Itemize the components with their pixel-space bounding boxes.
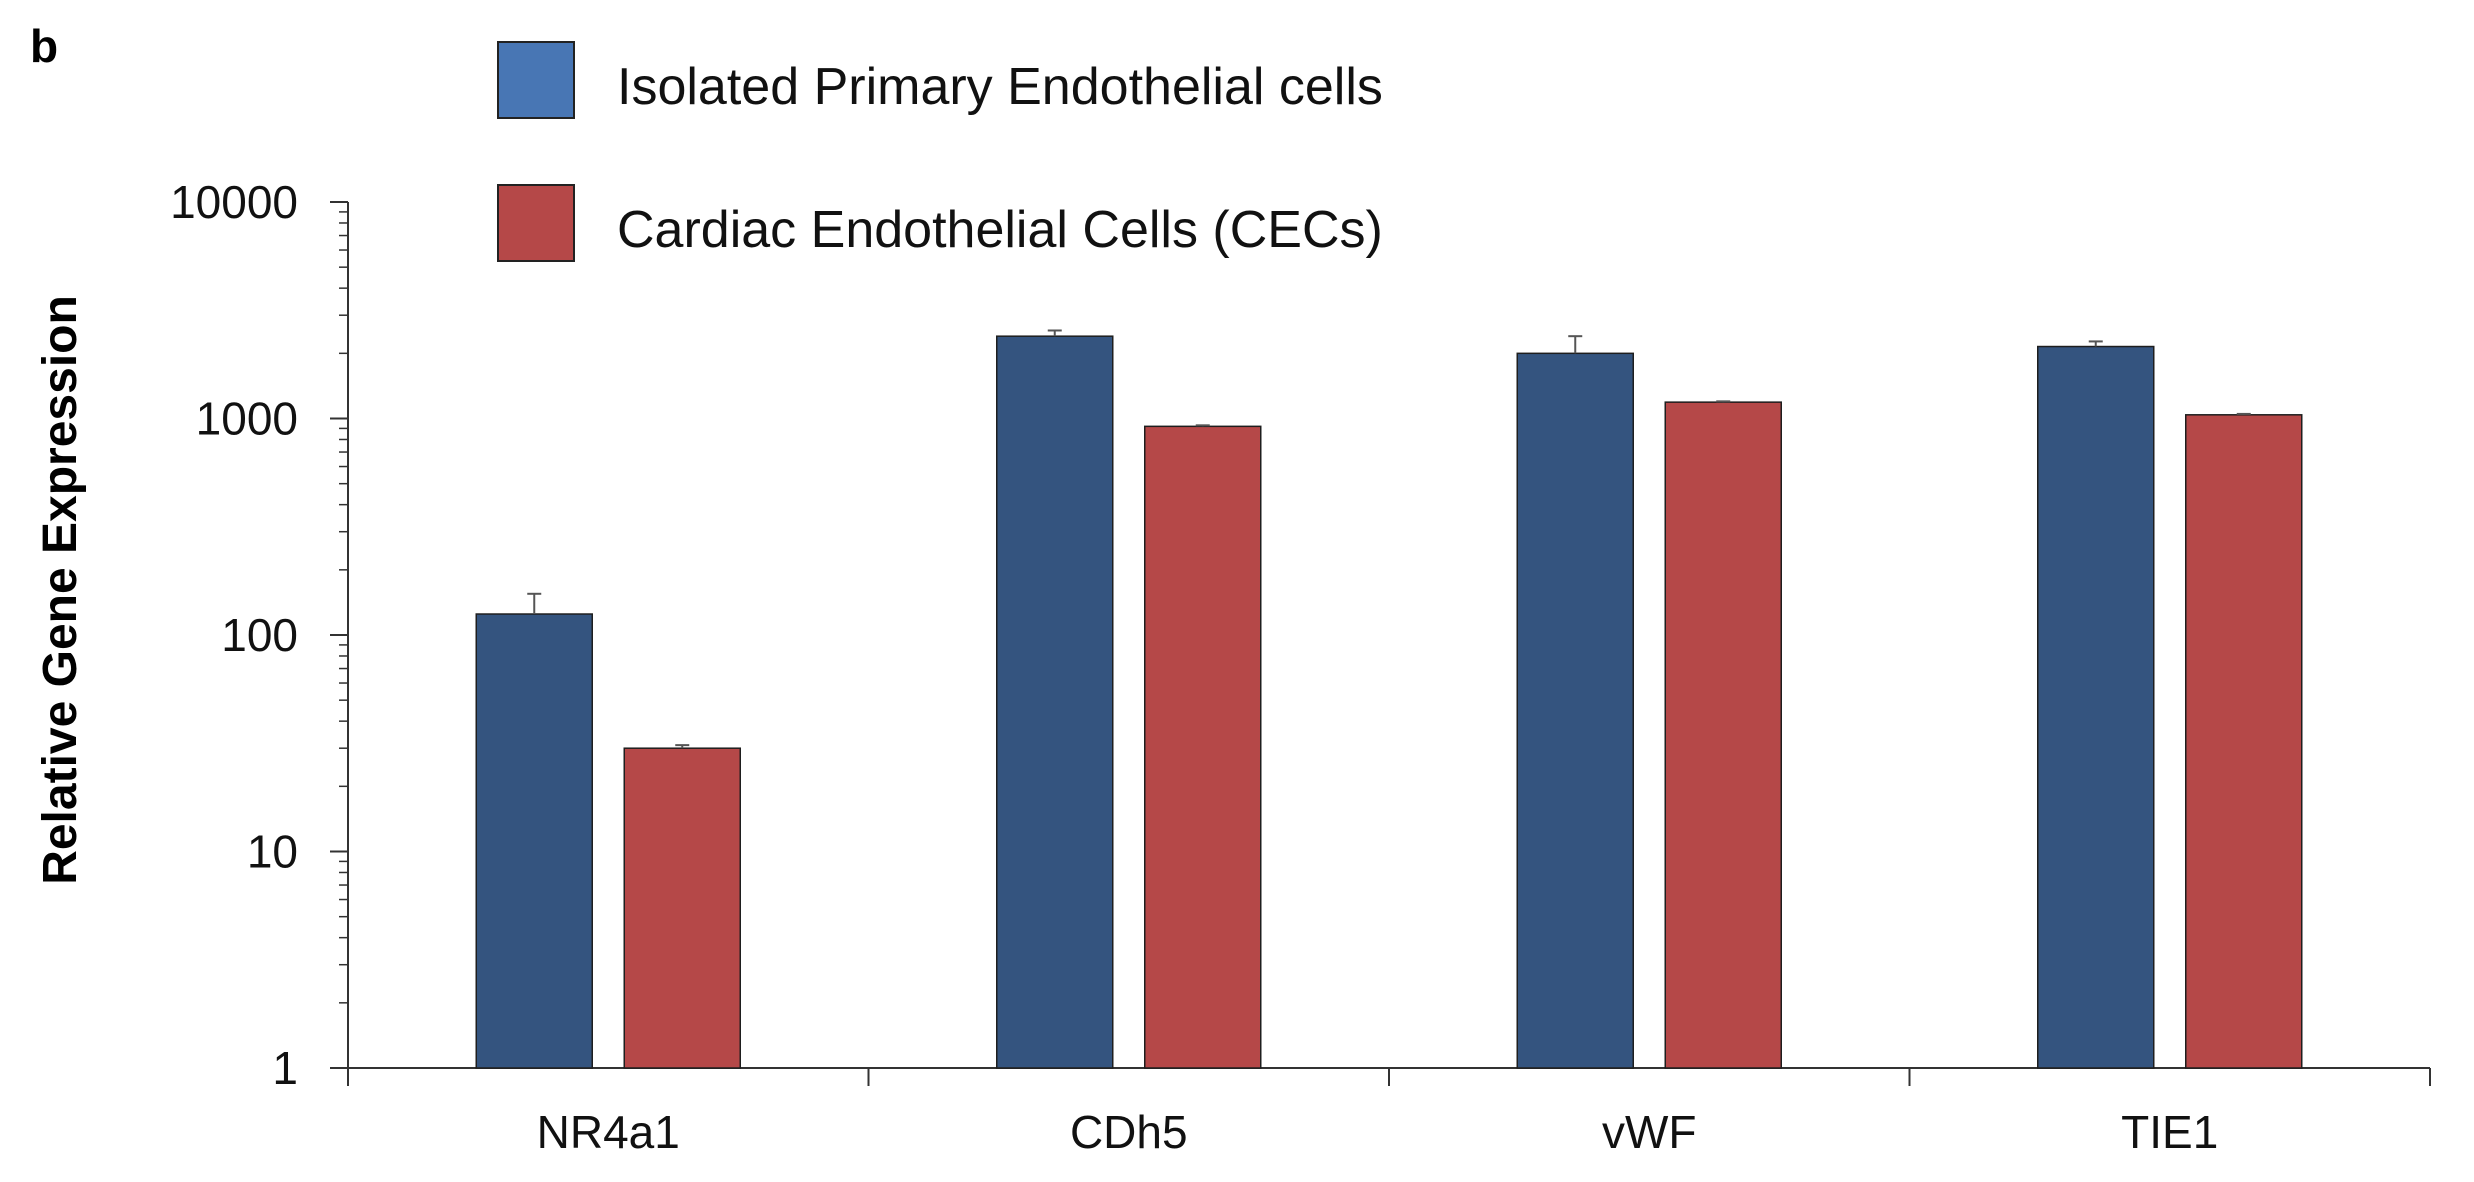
legend-label-primary: Isolated Primary Endothelial cells [617, 58, 1383, 116]
bar-cdh5-series2 [1144, 425, 1262, 1069]
legend-label-cecs: Cardiac Endothelial Cells (CECs) [617, 201, 1383, 259]
x-tick-label-cdh5: CDh5 [1070, 1106, 1188, 1158]
y-tick-label: 100 [221, 609, 298, 661]
bar-cdh5-series1 [996, 335, 1114, 1069]
bar-vwf-series2 [1664, 401, 1782, 1069]
legend-swatch-cecs [497, 184, 575, 262]
panel-label: b [30, 20, 58, 72]
error-bars [527, 329, 2251, 749]
bar-vwf-series1 [1516, 352, 1634, 1069]
bar-nr4a1-series1 [475, 613, 593, 1069]
bar-tie1-series2 [2185, 414, 2303, 1069]
y-axis: 1 10 100 1000 10000 [170, 176, 349, 1094]
y-tick-label: 1000 [196, 393, 298, 445]
legend: Isolated Primary Endothelial cells Cardi… [497, 41, 1383, 262]
x-tick-label-vwf: vWF [1602, 1106, 1697, 1158]
y-tick-label: 10 [247, 826, 298, 878]
legend-swatch-primary [497, 41, 575, 119]
y-tick-label: 1 [272, 1042, 298, 1094]
x-tick-label-nr4a1: NR4a1 [537, 1106, 680, 1158]
y-tick-label: 10000 [170, 176, 298, 228]
x-tick-label-tie1: TIE1 [2121, 1106, 2218, 1158]
bars [475, 335, 2303, 1069]
bar-nr4a1-series2 [623, 747, 741, 1069]
bar-tie1-series1 [2037, 345, 2155, 1069]
x-axis: NR4a1 CDh5 vWF TIE1 [347, 1067, 2431, 1158]
y-axis-label: Relative Gene Expression [34, 295, 87, 885]
